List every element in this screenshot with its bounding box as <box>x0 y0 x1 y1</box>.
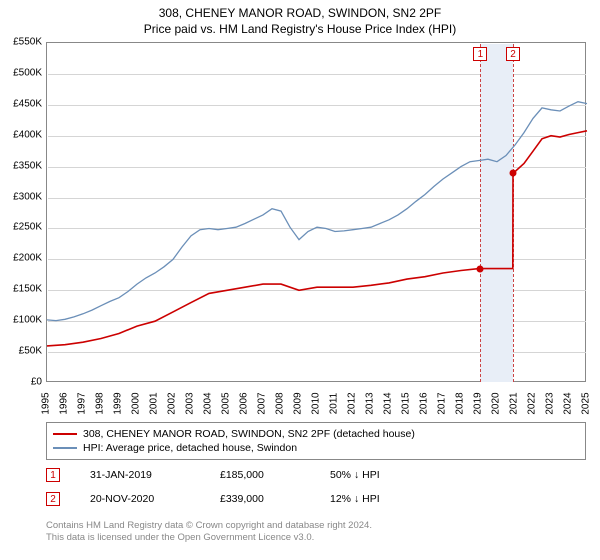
chart-subtitle: Price paid vs. HM Land Registry's House … <box>0 20 600 36</box>
x-tick-label: 2012 <box>347 392 358 414</box>
x-tick-label: 1996 <box>59 392 70 414</box>
x-tick-label: 2023 <box>545 392 556 414</box>
plot-region: 12 <box>46 42 586 382</box>
x-tick-label: 1995 <box>41 392 52 414</box>
x-tick-label: 2010 <box>311 392 322 414</box>
transaction-date: 31-JAN-2019 <box>90 469 190 481</box>
y-tick-label: £0 <box>31 377 42 388</box>
line-series <box>47 43 587 383</box>
x-tick-label: 2004 <box>203 392 214 414</box>
legend-label: HPI: Average price, detached house, Swin… <box>83 442 297 454</box>
event-badge: 1 <box>473 47 487 61</box>
y-tick-label: £150K <box>13 284 42 295</box>
transaction-row: 1 31-JAN-2019 £185,000 50% ↓ HPI <box>46 468 586 482</box>
x-tick-label: 2000 <box>131 392 142 414</box>
y-tick-label: £50K <box>19 346 42 357</box>
transaction-price: £339,000 <box>220 493 300 505</box>
chart-title: 308, CHENEY MANOR ROAD, SWINDON, SN2 2PF <box>0 0 600 20</box>
x-tick-label: 2025 <box>581 392 592 414</box>
x-tick-label: 2020 <box>491 392 502 414</box>
x-tick-label: 2005 <box>221 392 232 414</box>
legend-item: 308, CHENEY MANOR ROAD, SWINDON, SN2 2PF… <box>53 427 579 441</box>
x-tick-label: 2001 <box>149 392 160 414</box>
transaction-row: 2 20-NOV-2020 £339,000 12% ↓ HPI <box>46 492 586 506</box>
x-tick-label: 2022 <box>527 392 538 414</box>
y-tick-label: £400K <box>13 129 42 140</box>
y-tick-label: £300K <box>13 191 42 202</box>
y-tick-label: £250K <box>13 222 42 233</box>
transaction-badge: 2 <box>46 492 60 506</box>
x-tick-label: 2021 <box>509 392 520 414</box>
data-marker <box>510 170 517 177</box>
transaction-price: £185,000 <box>220 469 300 481</box>
x-tick-label: 2009 <box>293 392 304 414</box>
data-marker <box>477 265 484 272</box>
y-tick-label: £200K <box>13 253 42 264</box>
x-tick-label: 2002 <box>167 392 178 414</box>
x-tick-label: 2018 <box>455 392 466 414</box>
x-tick-label: 2016 <box>419 392 430 414</box>
y-tick-label: £100K <box>13 315 42 326</box>
x-tick-label: 2006 <box>239 392 250 414</box>
legend-item: HPI: Average price, detached house, Swin… <box>53 441 579 455</box>
legend-swatch <box>53 433 77 435</box>
x-tick-label: 2014 <box>383 392 394 414</box>
transaction-delta: 50% ↓ HPI <box>330 469 380 481</box>
event-badge: 2 <box>506 47 520 61</box>
x-tick-label: 2024 <box>563 392 574 414</box>
x-tick-label: 2003 <box>185 392 196 414</box>
transaction-badge: 1 <box>46 468 60 482</box>
x-tick-label: 2011 <box>329 393 340 415</box>
legend: 308, CHENEY MANOR ROAD, SWINDON, SN2 2PF… <box>46 422 586 460</box>
x-tick-label: 2013 <box>365 392 376 414</box>
y-tick-label: £350K <box>13 160 42 171</box>
y-tick-label: £550K <box>13 37 42 48</box>
series-price_paid <box>47 131 587 346</box>
y-tick-label: £450K <box>13 98 42 109</box>
transaction-date: 20-NOV-2020 <box>90 493 190 505</box>
y-tick-label: £500K <box>13 67 42 78</box>
x-tick-label: 2015 <box>401 392 412 414</box>
x-tick-label: 2019 <box>473 392 484 414</box>
transaction-delta: 12% ↓ HPI <box>330 493 380 505</box>
x-tick-label: 1999 <box>113 392 124 414</box>
x-tick-label: 2017 <box>437 392 448 414</box>
x-tick-label: 2007 <box>257 392 268 414</box>
chart-area: 12 £0£50K£100K£150K£200K£250K£300K£350K£… <box>46 42 586 382</box>
x-tick-label: 2008 <box>275 392 286 414</box>
legend-swatch <box>53 447 77 449</box>
legend-label: 308, CHENEY MANOR ROAD, SWINDON, SN2 2PF… <box>83 428 415 440</box>
footnote: Contains HM Land Registry data © Crown c… <box>46 520 372 545</box>
x-tick-label: 1997 <box>77 392 88 414</box>
x-tick-label: 1998 <box>95 392 106 414</box>
